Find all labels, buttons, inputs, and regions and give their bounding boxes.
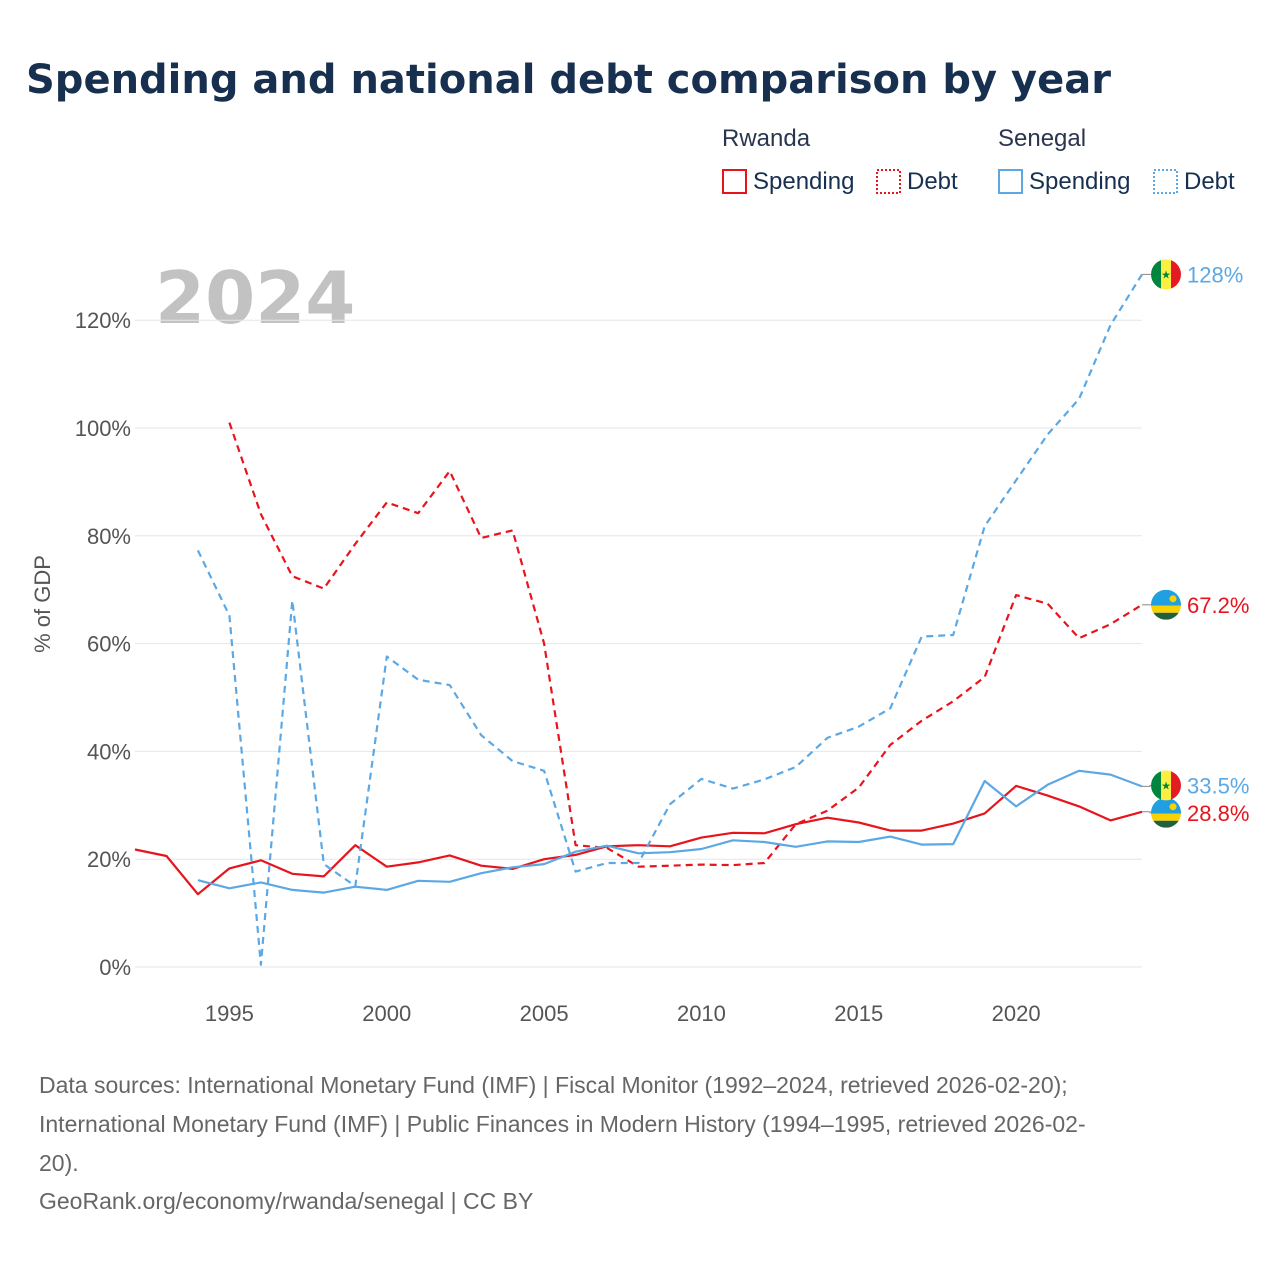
x-tick-label: 1995 <box>205 1001 254 1026</box>
end-labels: 28.8% 67.2% ★ 33.5% ★ 128% <box>1142 259 1249 828</box>
series <box>134 273 1143 966</box>
y-tick-label: 40% <box>87 739 131 764</box>
legend-swatch-senegal-debt <box>1153 169 1178 194</box>
x-tick-label: 2015 <box>834 1001 883 1026</box>
x-tick-label: 2020 <box>992 1001 1041 1026</box>
svg-text:★: ★ <box>1161 268 1171 281</box>
legend-swatch-rwanda-spending <box>722 169 747 194</box>
legend-label-rwanda-spending: Spending <box>753 168 854 195</box>
x-tick-label: 2010 <box>677 1001 726 1026</box>
senegal-flag-icon: ★ <box>1151 770 1181 801</box>
end-label-senegal-spending: 33.5% <box>1187 773 1249 798</box>
y-tick-label: 120% <box>75 308 131 333</box>
legend-group-rwanda: Rwanda <box>722 125 811 152</box>
source-line-3: 20). <box>39 1150 79 1176</box>
y-tick-label: 100% <box>75 416 131 441</box>
rwanda-flag-icon <box>1151 589 1181 620</box>
rwanda-flag-icon <box>1151 797 1181 828</box>
end-label-connector <box>1142 784 1151 787</box>
x-tick-label: 2000 <box>362 1001 411 1026</box>
y-axis-label: % of GDP <box>30 555 55 653</box>
senegal-flag-icon: ★ <box>1151 259 1181 290</box>
source-line-1: Data sources: International Monetary Fun… <box>39 1072 1068 1098</box>
end-label-rwanda-spending: 28.8% <box>1187 801 1249 826</box>
end-label-connector <box>1142 811 1151 814</box>
y-tick-label: 80% <box>87 524 131 549</box>
legend-label-rwanda-debt: Debt <box>907 168 958 195</box>
grid <box>135 319 1142 968</box>
legend-label-senegal-spending: Spending <box>1029 168 1130 195</box>
chart-title: Spending and national debt comparison by… <box>26 57 1111 103</box>
y-tick-label: 60% <box>87 632 131 657</box>
sources: Data sources: International Monetary Fun… <box>39 1072 1086 1214</box>
legend-swatch-rwanda-debt <box>876 169 901 194</box>
x-tick-label: 2005 <box>520 1001 569 1026</box>
legend-swatch-senegal-spending <box>998 169 1023 194</box>
series-line-senegal-debt <box>196 273 1143 966</box>
source-line-2: International Monetary Fund (IMF) | Publ… <box>39 1111 1086 1137</box>
end-label-rwanda-debt: 67.2% <box>1187 593 1249 618</box>
source-credit: GeoRank.org/economy/rwanda/senegal | CC … <box>39 1188 533 1214</box>
svg-text:★: ★ <box>1161 779 1171 792</box>
legend-group-senegal: Senegal <box>998 125 1086 152</box>
series-line-rwanda-debt <box>228 422 1143 868</box>
x-axis-ticks: 1995 2000 2005 2010 2015 2020 <box>205 1001 1041 1026</box>
year-watermark: 2024 <box>155 256 355 340</box>
y-tick-label: 20% <box>87 847 131 872</box>
legend: Rwanda Spending Debt Senegal Spending De… <box>722 125 1235 195</box>
y-axis-ticks: 0% 20% 40% 60% 80% 100% 120% <box>75 308 131 980</box>
y-tick-label: 0% <box>99 955 131 980</box>
end-label-senegal-debt: 128% <box>1187 262 1243 287</box>
series-line-rwanda-spending <box>134 784 1143 896</box>
legend-label-senegal-debt: Debt <box>1184 168 1235 195</box>
